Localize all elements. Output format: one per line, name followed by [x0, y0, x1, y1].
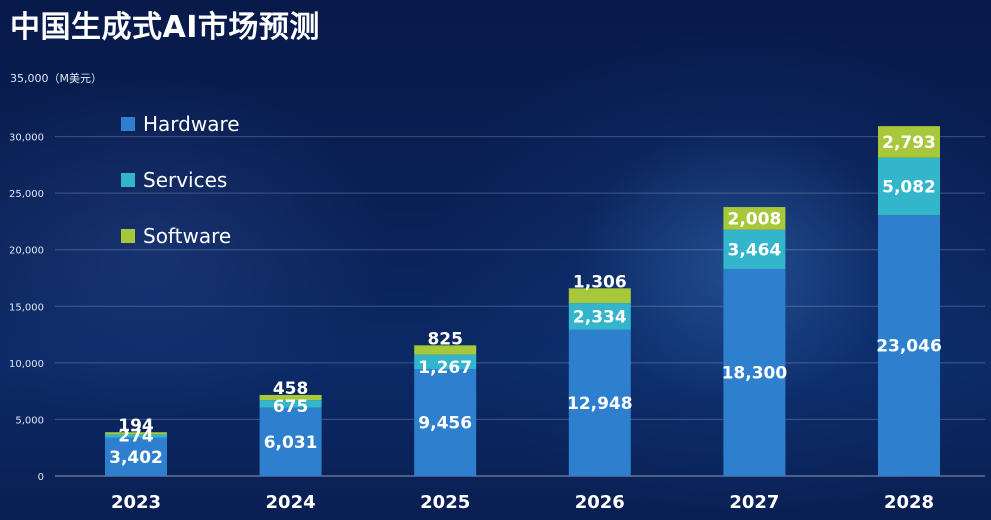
page-title: 中国生成式AI市场预测	[10, 10, 320, 45]
data-label: 825	[427, 329, 463, 349]
bar-segment-services	[878, 157, 940, 216]
data-label: 18,300	[722, 363, 788, 383]
bar-segment-services	[723, 229, 786, 269]
y-axis-unit-label: 35,000（M美元）	[10, 72, 102, 85]
data-label: 9,456	[418, 414, 472, 434]
bar-segment-services	[568, 303, 631, 330]
legend-swatch-hardware	[121, 117, 135, 131]
bar-segment-software	[568, 288, 631, 304]
data-label: 2,334	[573, 307, 627, 327]
bar-segment-services	[259, 400, 322, 408]
y-tick-label: 30,000	[9, 133, 44, 144]
x-tick-label: 2024	[266, 492, 316, 513]
legend-swatch-services	[121, 173, 135, 187]
data-label: 2,793	[882, 133, 936, 153]
data-label: 3,402	[109, 448, 163, 468]
y-tick-label: 0	[38, 472, 44, 483]
legend-label-software: Software	[143, 224, 231, 248]
x-tick-label: 2023	[111, 492, 161, 513]
x-tick-label: 2027	[729, 492, 779, 513]
x-axis-ticks: 2023 2024 2025 2026 2027 2028	[111, 492, 934, 513]
bar-segment-software	[259, 394, 322, 401]
y-tick-label: 5,000	[15, 415, 44, 426]
data-label: 5,082	[882, 178, 936, 198]
y-tick-label: 15,000	[9, 302, 44, 313]
y-tick-label: 20,000	[9, 246, 44, 257]
bar-segment-hardware	[723, 268, 786, 476]
legend: Hardware Services Software	[121, 112, 240, 248]
x-tick-label: 2026	[575, 492, 625, 513]
y-tick-label: 10,000	[9, 359, 44, 370]
bar-segment-software	[105, 432, 167, 435]
grid-lines	[55, 136, 985, 477]
data-label: 675	[273, 397, 309, 417]
bar-segment-software	[723, 207, 786, 230]
bar-segment-hardware	[568, 329, 631, 476]
x-tick-label: 2028	[884, 492, 934, 513]
x-tick-label: 2025	[420, 492, 470, 513]
legend-swatch-software	[121, 229, 135, 243]
data-label: 1,306	[573, 272, 627, 292]
data-label: 194	[118, 416, 154, 436]
bar-segment-software	[414, 345, 477, 355]
y-axis-ticks: 0 5,000 10,000 15,000 20,000 25,000 30,000	[9, 133, 44, 483]
data-label: 6,031	[264, 433, 318, 453]
bar-segment-hardware	[878, 215, 940, 476]
bar-segment-services	[105, 434, 167, 438]
data-label: 1,267	[418, 358, 472, 378]
bar-segment-services	[414, 354, 477, 370]
bar-segment-software	[878, 126, 940, 158]
legend-label-services: Services	[143, 168, 227, 192]
data-label: 274	[118, 427, 154, 447]
bar-segment-hardware	[259, 407, 322, 476]
legend-label-hardware: Hardware	[143, 112, 240, 136]
data-label: 23,046	[876, 337, 942, 357]
data-label: 3,464	[728, 240, 782, 260]
data-label: 2,008	[728, 209, 782, 229]
bar-segment-hardware	[414, 369, 477, 476]
data-label: 458	[273, 379, 309, 399]
data-label: 12,948	[567, 394, 633, 414]
y-tick-label: 25,000	[9, 189, 44, 200]
bar-segment-hardware	[105, 437, 167, 476]
